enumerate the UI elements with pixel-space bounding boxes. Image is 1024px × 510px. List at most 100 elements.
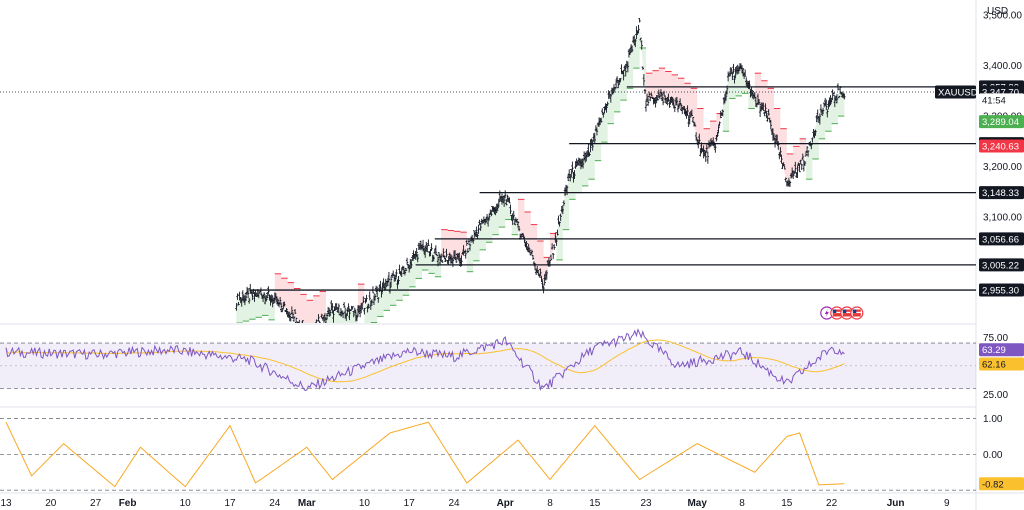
supertrend-up-fill — [486, 211, 493, 243]
price-axis-tick: 3,400.00 — [983, 61, 1022, 72]
supertrend-up-fill — [255, 292, 262, 318]
supertrend-down-fill — [799, 138, 806, 167]
countdown-tag[interactable]: 41:54 — [979, 93, 1024, 107]
supertrend-down-fill — [550, 233, 557, 262]
symbol-tag-text: XAUUSD — [938, 88, 978, 99]
supertrend-up-fill — [735, 70, 742, 96]
oscillator-line — [5, 421, 845, 488]
price-level-tag[interactable]: 3,148.33 — [979, 186, 1024, 200]
price-axis-tick: 3,100.00 — [983, 213, 1022, 224]
supertrend-down-tag[interactable]: 3,240.63 — [979, 139, 1024, 153]
us-flag-icon[interactable] — [850, 306, 864, 320]
price-level-tag-bg — [979, 186, 1024, 200]
supertrend-down-fill — [684, 83, 691, 117]
flag-icon-stripe — [832, 311, 841, 314]
supertrend-up-fill — [588, 137, 595, 180]
flag-icon-stripe — [842, 311, 851, 314]
time-axis-tick: Mar — [298, 498, 316, 509]
supertrend-up-fill — [594, 119, 602, 161]
supertrend-down-fill — [530, 224, 538, 269]
price-level-tag-bg — [979, 283, 1024, 297]
time-axis-tick: 22 — [826, 498, 838, 509]
price-level-tag-text: 3,005.22 — [982, 260, 1019, 271]
price-level-tag[interactable]: 2,955.30 — [979, 283, 1024, 297]
supertrend-up-fill — [812, 116, 819, 159]
rsi-ma-value-tag-bg — [979, 357, 1024, 371]
supertrend-up-fill — [242, 296, 250, 322]
price-level-tag[interactable]: 3,056.66 — [979, 232, 1024, 246]
supertrend-down-fill — [294, 288, 301, 323]
price-level-tag-text: 3,056.66 — [982, 234, 1019, 245]
supertrend-down-fill — [441, 229, 448, 259]
price-level-tag-text: 2,955.30 — [982, 286, 1019, 297]
supertrend-down-tag-text: 3,240.63 — [982, 142, 1019, 153]
time-axis-tick: Feb — [119, 498, 137, 509]
flag-icon-canton — [852, 309, 857, 313]
supertrend-up-fill — [249, 294, 256, 320]
time-axis-tick: Apr — [497, 498, 514, 509]
supertrend-up-fill — [633, 25, 640, 69]
osc-axis-tick: 1.00 — [983, 414, 1003, 425]
supertrend-down-fill — [793, 146, 800, 175]
time-axis-tick: 27 — [90, 498, 102, 509]
rsi-ma-value-tag[interactable]: 62.16 — [979, 357, 1024, 371]
us-flag-icon[interactable] — [830, 306, 844, 320]
supertrend-down-tag-bg — [979, 139, 1024, 153]
time-axis-tick: 17 — [404, 498, 416, 509]
time-axis-tick: May — [687, 498, 707, 509]
supertrend-down-fill — [658, 68, 666, 100]
supertrend-up-fill — [722, 75, 730, 132]
last-price-tag-text: 3,347.70 — [982, 88, 1019, 99]
supertrend-up-fill — [428, 250, 435, 274]
rsi-value-tag[interactable]: 63.29 — [979, 343, 1024, 357]
lightning-icon-bolt — [824, 309, 829, 317]
supertrend-up-fill — [562, 176, 570, 230]
symbol-tag-bg — [935, 85, 976, 99]
price-axis-tick: 3,500.00 — [983, 11, 1022, 22]
supertrend-up-fill — [825, 100, 832, 132]
osc-axis-tick: 0.00 — [983, 450, 1003, 461]
rsi-line — [5, 328, 845, 392]
supertrend-up-fill — [402, 264, 410, 296]
us-flag-icon[interactable] — [840, 306, 854, 320]
rsi-value-tag-text: 63.29 — [982, 345, 1006, 356]
price-level-tag-text: 3,148.33 — [982, 188, 1019, 199]
price-level-tag[interactable]: 3,005.22 — [979, 258, 1024, 272]
supertrend-up-fill — [492, 204, 499, 235]
flag-icon-canton — [842, 309, 847, 313]
supertrend-up-fill — [614, 77, 621, 112]
supertrend-up-tag[interactable]: 3,289.04 — [979, 115, 1024, 129]
supertrend-down-fill — [358, 284, 365, 312]
supertrend-down-fill — [287, 282, 294, 317]
supertrend-up-fill — [390, 277, 397, 306]
supertrend-down-fill — [671, 74, 678, 106]
price-level-tag-bg — [979, 258, 1024, 272]
osc-value-tag[interactable]: -0.82 — [979, 477, 1024, 491]
supertrend-up-fill — [377, 287, 384, 317]
time-axis-tick: 13 — [0, 498, 12, 509]
supertrend-up-fill — [748, 85, 755, 109]
price-level-tag-bg — [979, 232, 1024, 246]
osc-value-tag-text: -0.82 — [982, 479, 1004, 490]
symbol-tag[interactable]: XAUUSD — [935, 85, 978, 99]
supertrend-up-fill — [620, 65, 627, 101]
supertrend-up-fill — [505, 196, 512, 220]
supertrend-up-fill — [268, 297, 275, 320]
supertrend-down-fill — [761, 80, 768, 117]
rsi-ma-value-tag-text: 62.16 — [982, 360, 1006, 371]
supertrend-down-fill — [774, 108, 781, 157]
supertrend-up-fill — [838, 92, 845, 117]
supertrend-down-fill — [703, 128, 710, 157]
time-axis-tick: 23 — [640, 498, 652, 509]
rsi-value-tag-bg — [979, 343, 1024, 357]
supertrend-down-fill — [537, 240, 544, 286]
supertrend-up-fill — [396, 272, 403, 301]
supertrend-down-fill — [652, 70, 659, 99]
axis-currency-label: USD — [987, 6, 1008, 17]
time-axis-tick: 20 — [45, 498, 57, 509]
time-axis-tick: 15 — [589, 498, 601, 509]
supertrend-up-fill — [607, 89, 614, 124]
supertrend-down-fill — [447, 230, 454, 260]
